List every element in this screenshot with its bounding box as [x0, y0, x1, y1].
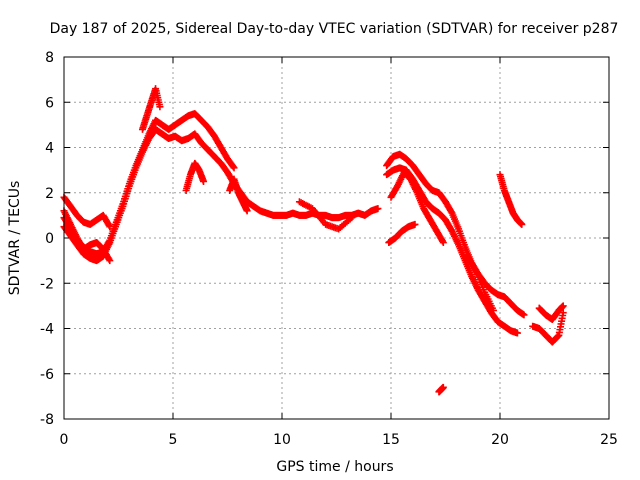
series-arc-10: [383, 164, 521, 337]
y-axis-label: SDTVAR / TECUs: [7, 181, 23, 296]
data-point: [243, 207, 251, 215]
data-point: [489, 306, 497, 314]
data-point: [106, 257, 114, 265]
data-point: [374, 205, 382, 213]
series-arc-4: [60, 207, 114, 265]
x-tick-label: 15: [382, 432, 400, 448]
data-point: [106, 223, 114, 231]
series-arc-6: [182, 159, 208, 194]
data-point: [439, 237, 447, 245]
data-point: [200, 177, 208, 185]
x-tick-label: 10: [273, 432, 291, 448]
data-point: [554, 332, 562, 340]
y-tick-label: 0: [45, 231, 54, 247]
series-arc-16: [535, 302, 567, 323]
data-point: [348, 214, 356, 222]
data-point: [559, 302, 567, 310]
data-point: [229, 163, 237, 171]
grid-lines: [64, 57, 609, 419]
data-points: [60, 85, 567, 396]
series-arc-12: [385, 220, 419, 247]
data-point: [559, 309, 567, 317]
data-point: [105, 255, 113, 263]
data-point: [513, 329, 521, 337]
x-axis-label: GPS time / hours: [276, 459, 393, 475]
x-tick-label: 0: [60, 432, 69, 448]
series-arc-3: [60, 193, 114, 231]
data-point: [439, 383, 447, 391]
series-arc-17: [435, 383, 447, 396]
series-arc-2: [60, 110, 238, 258]
series-arc-13: [463, 252, 497, 314]
y-tick-label: -6: [40, 367, 54, 383]
y-tick-label: 8: [45, 50, 54, 66]
data-point: [230, 164, 238, 172]
y-tick-label: 6: [45, 95, 54, 111]
series-arc-8: [295, 198, 356, 233]
y-tick-label: 4: [45, 141, 54, 157]
series-arc-7: [226, 175, 251, 215]
y-tick-label: 2: [45, 186, 54, 202]
x-axis-ticks: 0 5 10 15 20 25: [60, 57, 618, 448]
x-tick-label: 5: [169, 432, 178, 448]
data-point: [156, 103, 164, 111]
series-arc-5: [138, 85, 164, 133]
data-point: [105, 238, 113, 246]
data-point: [439, 239, 447, 247]
chart-title: Day 187 of 2025, Sidereal Day-to-day VTE…: [50, 21, 619, 37]
y-tick-label: -2: [40, 276, 54, 292]
series-arc-14: [496, 171, 526, 228]
y-axis-ticks: -8 -6 -4 -2 0 2 4 6 8: [40, 50, 609, 428]
series-arc-11: [387, 168, 447, 247]
data-point: [520, 311, 528, 319]
data-point: [518, 220, 526, 228]
x-tick-label: 25: [600, 432, 618, 448]
y-tick-label: -4: [40, 322, 54, 338]
x-tick-label: 20: [491, 432, 509, 448]
series-arc-15: [529, 309, 567, 346]
data-point: [105, 221, 113, 229]
plot-frame: [63, 56, 610, 420]
data-point: [411, 220, 419, 228]
y-tick-label: -8: [40, 412, 54, 428]
